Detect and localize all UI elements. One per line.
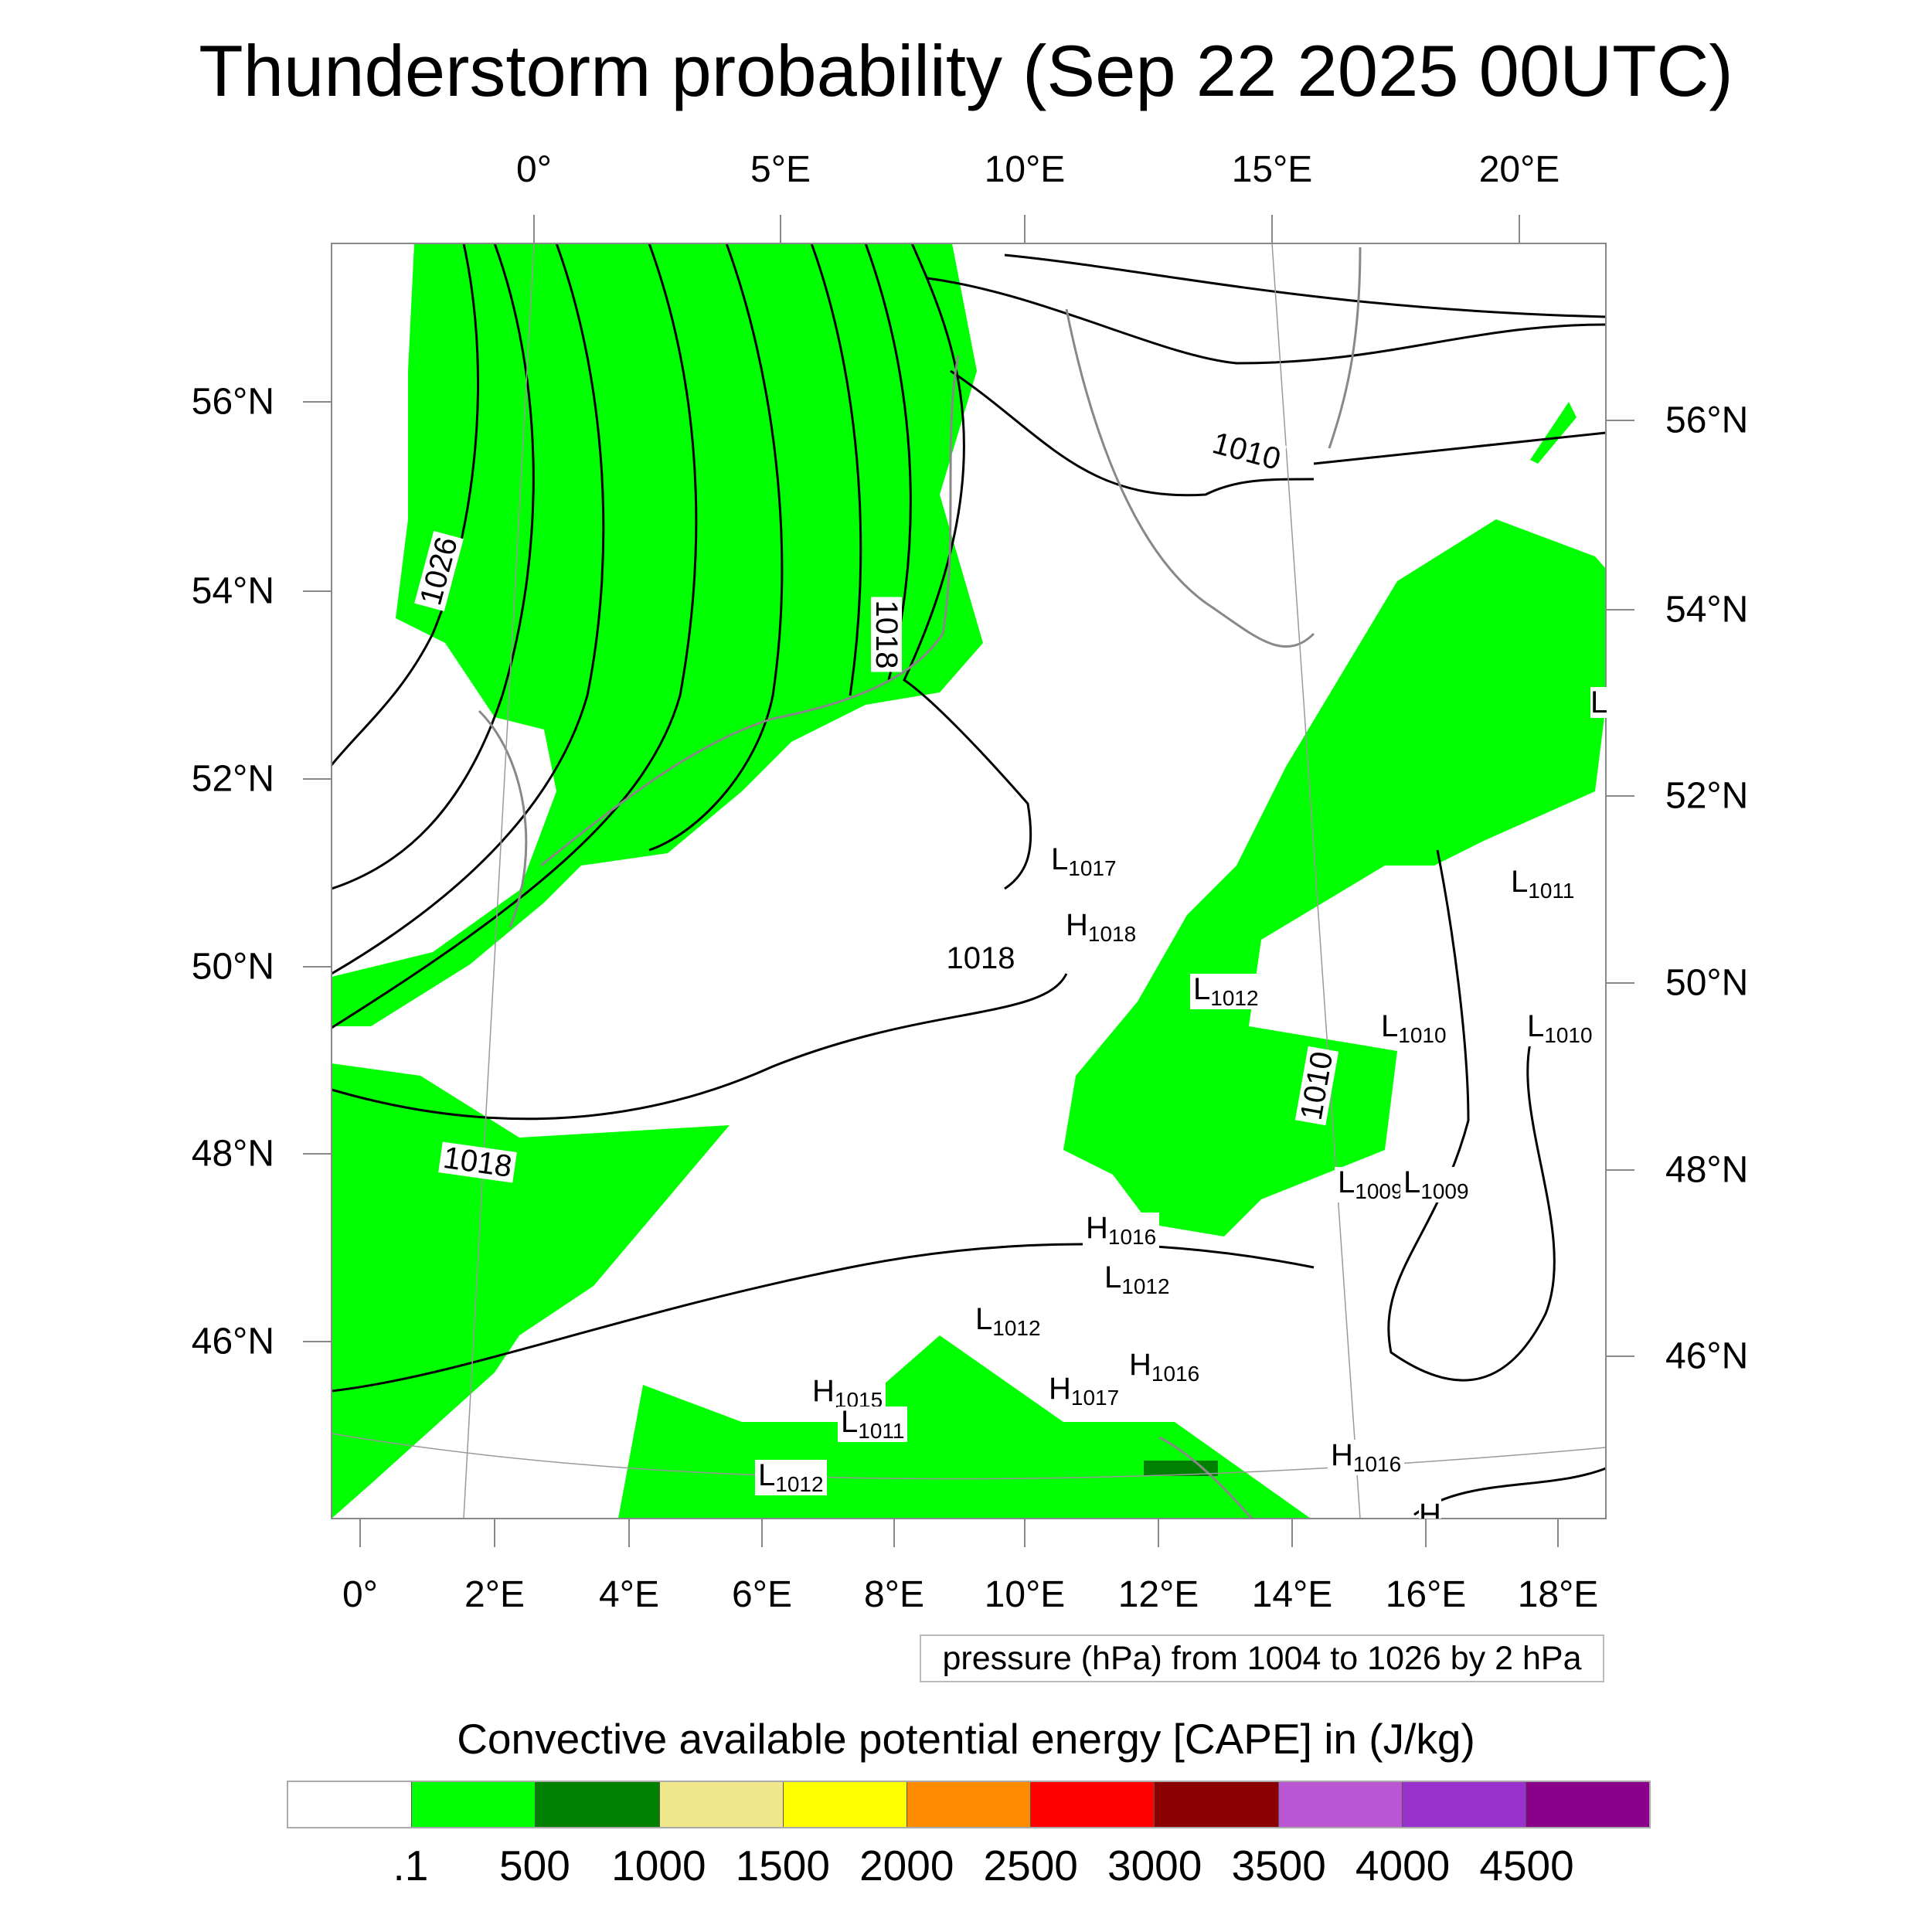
colorbar-tick-label: 4000: [1355, 1842, 1451, 1889]
lon-label-bottom: 4°E: [599, 1574, 659, 1615]
colorbar-tick-label: 1000: [611, 1842, 706, 1889]
cape-region-southwest: [332, 1063, 730, 1519]
colorbar-tick-label: 3000: [1107, 1842, 1202, 1889]
colorbar-swatch: [658, 1782, 783, 1827]
pressure-center-label: H1016: [1126, 1349, 1203, 1385]
lat-label-right: 50°N: [1665, 962, 1749, 1004]
lon-label-bottom: 12°E: [1117, 1574, 1199, 1615]
pressure-center-label: L1009: [1400, 1167, 1472, 1202]
pressure-center-label: L1010: [1524, 1011, 1596, 1046]
pressure-center-label: H1017: [1046, 1373, 1123, 1409]
pressure-center-label: L1011: [838, 1406, 908, 1442]
colorbar-tick-label: 2500: [983, 1842, 1078, 1889]
pressure-center-label: H1016: [1083, 1213, 1160, 1248]
lat-label-left: 46°N: [191, 1321, 274, 1362]
lon-label-bottom: 10°E: [984, 1574, 1066, 1615]
lat-label-right: 56°N: [1665, 400, 1749, 441]
chart-title: Thunderstorm probability (Sep 22 2025 00…: [199, 30, 1733, 111]
colorbar-swatch: [288, 1782, 412, 1827]
colorbar-swatch: [906, 1782, 1031, 1827]
lat-label-right: 52°N: [1665, 775, 1749, 817]
isobars: [332, 243, 1606, 1516]
pressure-center-label: H: [1419, 1499, 1441, 1519]
colorbar-swatch: [535, 1782, 659, 1827]
pressure-center-label: H1016: [1328, 1440, 1405, 1475]
coastlines: [478, 247, 1362, 1519]
pressure-center-label: L1012: [1101, 1262, 1173, 1298]
lat-label-left: 54°N: [191, 570, 274, 612]
colorbar-swatch: [1277, 1782, 1402, 1827]
lat-label-left: 56°N: [191, 381, 274, 423]
tick-marks: [303, 215, 1634, 1547]
lat-label-left: 48°N: [191, 1133, 274, 1175]
lat-label-right: 48°N: [1665, 1149, 1749, 1191]
pressure-center-label: L1012: [755, 1460, 827, 1495]
lon-label-top: 10°E: [984, 149, 1066, 190]
pressure-center-label: H1018: [1063, 910, 1140, 945]
colorbar-swatch: [1401, 1782, 1526, 1827]
contour-label: 1018: [869, 597, 903, 672]
lon-label-bottom: 14°E: [1251, 1574, 1333, 1615]
map-frame: [331, 243, 1607, 1519]
pressure-center-label: L1009: [1335, 1167, 1406, 1202]
cape-region-east: [1063, 519, 1606, 1236]
pressure-center-label: L1017: [1048, 844, 1120, 879]
lon-label-top: 5°E: [750, 149, 811, 190]
lon-label-bottom: 18°E: [1517, 1574, 1599, 1615]
colorbar-title: Convective available potential energy [C…: [457, 1715, 1475, 1763]
colorbar-tick-label: 500: [499, 1842, 570, 1889]
cape-region-alps: [618, 1335, 1311, 1519]
colorbar-swatch: [1030, 1782, 1155, 1827]
lon-label-top: 0°: [516, 149, 552, 190]
pressure-center-label: L1010: [1378, 1011, 1450, 1046]
colorbar-tick-label: 4500: [1479, 1842, 1574, 1889]
pressure-center-label: L: [1590, 685, 1608, 719]
colorbar-tick-label: 3500: [1231, 1842, 1326, 1889]
lon-label-top: 20°E: [1478, 149, 1560, 190]
lon-label-bottom: 8°E: [864, 1574, 924, 1615]
pressure-center-label: L1011: [1508, 866, 1578, 902]
lon-label-bottom: 2°E: [464, 1574, 525, 1615]
colorbar: [287, 1781, 1651, 1828]
contour-legend: pressure (hPa) from 1004 to 1026 by 2 hP…: [920, 1634, 1604, 1682]
cape-region-northwest: [332, 243, 983, 1026]
colorbar-tick-label: 2000: [859, 1842, 954, 1889]
pressure-center-label: L1012: [1190, 974, 1262, 1009]
colorbar-tick-label: 1500: [735, 1842, 830, 1889]
lat-label-left: 50°N: [191, 946, 274, 988]
lon-label-top: 15°E: [1231, 149, 1313, 190]
colorbar-swatch: [1154, 1782, 1278, 1827]
colorbar-tick-label: .1: [393, 1842, 429, 1889]
cape-region-north-small: [1530, 402, 1577, 464]
contour-label: 1018: [943, 943, 1019, 974]
colorbar-swatch: [411, 1782, 536, 1827]
lon-label-bottom: 0°: [342, 1574, 378, 1615]
lat-label-right: 54°N: [1665, 589, 1749, 631]
pressure-center-label: L1012: [972, 1304, 1044, 1339]
colorbar-swatch: [1525, 1782, 1650, 1827]
lon-label-bottom: 16°E: [1385, 1574, 1467, 1615]
lon-label-bottom: 6°E: [732, 1574, 792, 1615]
colorbar-swatch: [782, 1782, 906, 1827]
lat-label-right: 46°N: [1665, 1335, 1749, 1377]
lat-label-left: 52°N: [191, 758, 274, 800]
